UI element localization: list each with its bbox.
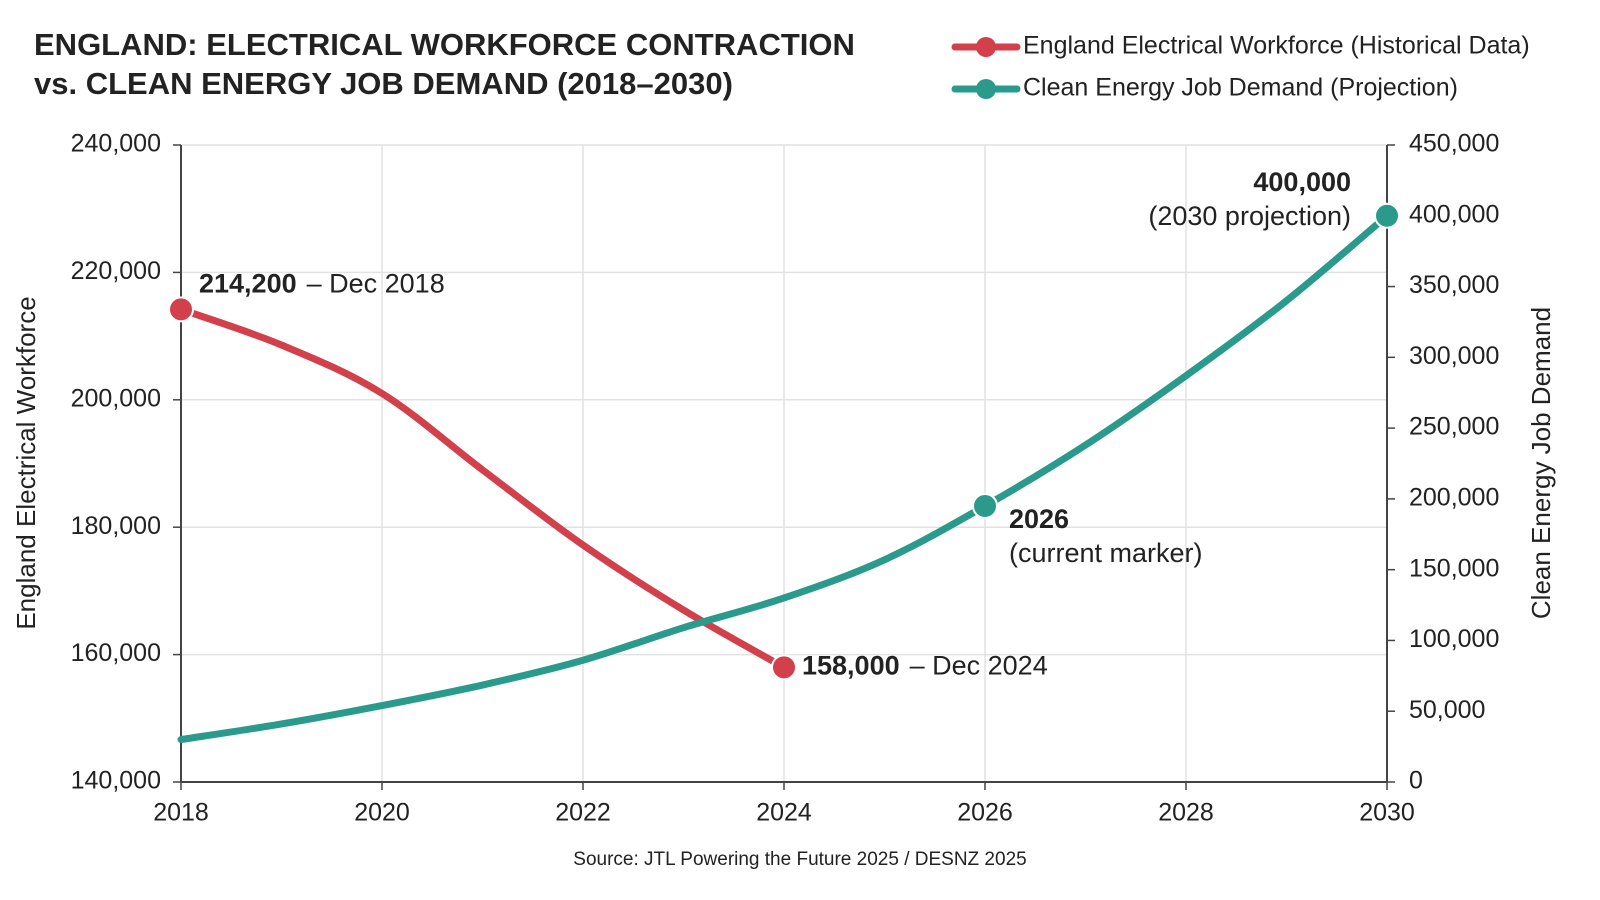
y-tick-label: 220,000 (71, 257, 161, 285)
annotation-note: – Dec 2018 (307, 268, 445, 298)
annotation-note: (current marker) (1009, 538, 1203, 568)
annotation-value: 158,000 (802, 650, 900, 680)
chart-title: ENGLAND: ELECTRICAL WORKFORCE CONTRACTIO… (34, 27, 855, 62)
point-marker (771, 654, 797, 681)
annotation-note: – Dec 2024 (910, 650, 1048, 680)
legend-swatch (976, 37, 996, 57)
x-tick-label: 2030 (1359, 799, 1415, 827)
series-line (177, 305, 788, 671)
y-tick-label: 180,000 (71, 512, 161, 540)
x-tick-label: 2020 (354, 799, 410, 827)
y2-tick-label: 250,000 (1409, 413, 1499, 441)
x-tick-label: 2026 (957, 799, 1013, 827)
chart-title: vs. CLEAN ENERGY JOB DEMAND (2018–2030) (34, 66, 733, 101)
y2-tick-label: 450,000 (1409, 130, 1499, 158)
point-marker (1374, 202, 1400, 229)
annotation-value: 400,000 (1253, 167, 1351, 197)
source: Source: JTL Powering the Future 2025 / D… (573, 849, 1026, 870)
y2-tick-label: 0 (1409, 767, 1423, 795)
x-tick-label: 2022 (555, 799, 611, 827)
point-marker (168, 296, 194, 323)
x-tick-label: 2024 (756, 799, 812, 827)
y2-axis-label: Clean Energy Job Demand (1526, 307, 1556, 619)
point-marker (972, 492, 998, 519)
y-tick-label: 200,000 (71, 384, 161, 412)
y-tick-label: 240,000 (71, 130, 161, 158)
y2-tick-label: 150,000 (1409, 554, 1499, 582)
annotation-value: 2026 (1009, 504, 1069, 534)
y-tick-label: 140,000 (71, 767, 161, 795)
y2-tick-label: 200,000 (1409, 483, 1499, 511)
annotation-note: (2030 projection) (1148, 201, 1351, 231)
y-tick-label: 160,000 (71, 639, 161, 667)
y2-tick-label: 50,000 (1409, 696, 1485, 724)
series-line (177, 212, 1391, 744)
annotation: 158,000 – Dec 2024 (802, 650, 1048, 680)
x-tick-label: 2018 (153, 799, 209, 827)
legend-swatch (976, 79, 996, 99)
annotation: 214,200 – Dec 2018 (199, 268, 445, 298)
legend-label: Clean Energy Job Demand (Projection) (1023, 74, 1458, 102)
y2-tick-label: 350,000 (1409, 271, 1499, 299)
annotation-value: 214,200 (199, 268, 297, 298)
y2-tick-label: 100,000 (1409, 625, 1499, 653)
y2-tick-label: 400,000 (1409, 200, 1499, 228)
x-tick-label: 2028 (1158, 799, 1214, 827)
y2-tick-label: 300,000 (1409, 342, 1499, 370)
legend-label: England Electrical Workforce (Historical… (1023, 32, 1530, 60)
y-axis-label: England Electrical Workforce (11, 296, 41, 629)
